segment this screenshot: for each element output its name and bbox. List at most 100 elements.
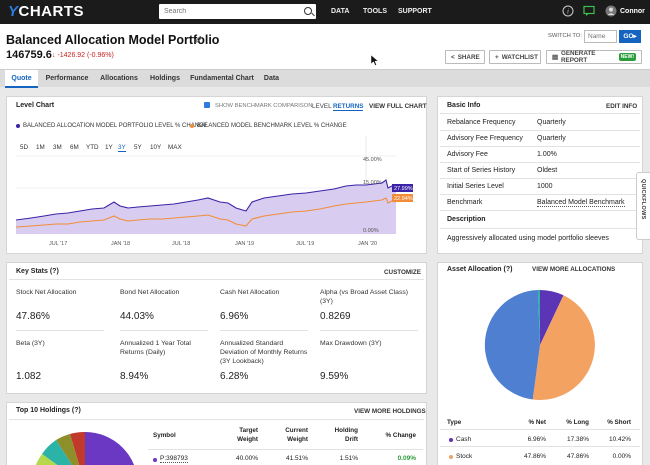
holdings-slice[interactable] <box>56 434 85 465</box>
search-box[interactable] <box>159 4 316 19</box>
edit-pencil-icon[interactable] <box>194 35 203 44</box>
holdings-slice[interactable] <box>42 440 85 465</box>
holding-legend-dot <box>153 458 157 462</box>
stat-value: 9.59% <box>320 371 349 382</box>
holdings-header-current: Current Weight <box>285 427 308 443</box>
tab-performance[interactable]: Performance <box>45 75 89 82</box>
info-label: Advisory Fee <box>447 151 488 158</box>
stat-label-link[interactable]: Alpha (vs Broad Asset Class) (3Y) <box>320 289 409 305</box>
holdings-header-target: Target Weight <box>237 427 258 443</box>
key-stats-panel <box>6 262 427 394</box>
holdings-slice[interactable] <box>85 432 138 465</box>
range-5y[interactable]: 5Y <box>134 144 142 151</box>
holding-change: 0.09% <box>397 455 416 462</box>
customize-link[interactable]: CUSTOMIZE <box>384 269 421 276</box>
alloc-row-long: 47.86% <box>566 453 589 460</box>
user-name[interactable]: Connor <box>620 8 645 15</box>
svg-text:i: i <box>567 8 569 16</box>
tab-quote[interactable]: Quote <box>5 70 38 88</box>
info-icon[interactable]: i <box>562 5 574 17</box>
switch-name-input[interactable] <box>584 30 617 43</box>
holding-drift: 1.51% <box>339 455 358 462</box>
alloc-row-short: 0.00% <box>612 453 631 460</box>
alloc-row-net: 47.86% <box>523 453 546 460</box>
x-label-jan19: JAN '19 <box>235 241 254 247</box>
stat-label: Max Drawdown (3Y) <box>320 340 382 347</box>
info-label: Initial Series Level <box>447 183 504 190</box>
nav-support[interactable]: SUPPORT <box>398 8 432 15</box>
stat-value: 47.86% <box>16 311 50 322</box>
stat-value: 44.03% <box>120 311 154 322</box>
range-3y[interactable]: 3Y <box>118 144 126 152</box>
x-label-jul18: JUL '18 <box>172 241 190 247</box>
portfolio-level: 146759.6 <box>6 49 52 61</box>
pie-slice-cash[interactable] <box>540 290 564 345</box>
holdings-slice[interactable] <box>34 454 85 465</box>
alloc-row-type: Stock <box>456 453 473 460</box>
alloc-header-long: % Long <box>566 419 589 426</box>
legend-dot <box>16 124 20 128</box>
returns-toggle[interactable]: RETURNS <box>333 103 364 111</box>
info-value: 1.00% <box>537 151 557 158</box>
nav-tools[interactable]: TOOLS <box>363 8 387 15</box>
share-button[interactable]: < SHARE <box>445 50 485 64</box>
range-max[interactable]: MAX <box>168 144 182 151</box>
tab-allocations[interactable]: Allocations <box>100 75 138 82</box>
stat-label: Cash Net Allocation <box>220 289 280 296</box>
benchmark-link[interactable]: Balanced Model Benchmark <box>537 199 625 207</box>
range-10y[interactable]: 10Y <box>150 144 162 151</box>
pie-slice-bond[interactable] <box>484 290 540 400</box>
portfolio-line <box>16 179 397 221</box>
top-nav-bar: YCHARTS DATA TOOLS SUPPORT i Connor <box>0 0 650 24</box>
tab-data[interactable]: Data <box>263 75 280 82</box>
pie-slice-other[interactable] <box>537 289 540 345</box>
pie-slice-stock[interactable] <box>532 295 595 400</box>
ycharts-logo[interactable]: YCHARTS <box>8 3 85 20</box>
go-button[interactable]: GO▸ <box>619 30 641 43</box>
info-value: 1000 <box>537 183 553 190</box>
holding-symbol-link[interactable]: P:398793 <box>160 455 188 463</box>
range-ytd[interactable]: YTD <box>86 144 99 151</box>
view-full-chart-link[interactable]: VIEW FULL CHART <box>369 103 427 110</box>
holding-target: 40.00% <box>235 455 258 462</box>
range-1m[interactable]: 1M <box>36 144 45 151</box>
stat-label: Annualized 1 Year Total Returns (Daily) <box>120 340 191 356</box>
description-text: Aggressively allocated using model portf… <box>447 235 609 242</box>
quickflows-tab[interactable]: QUICKFLOWS <box>636 172 650 240</box>
nav-data[interactable]: DATA <box>331 8 350 15</box>
alloc-row-type: Cash <box>456 436 472 443</box>
info-label: Rebalance Frequency <box>447 119 516 126</box>
stat-value: 0.8269 <box>320 311 351 322</box>
x-label-jul17: JUL '17 <box>49 241 67 247</box>
basic-info-panel <box>437 96 643 254</box>
benchmark-checkbox[interactable] <box>204 102 210 108</box>
level-toggle[interactable]: LEVEL <box>312 103 332 110</box>
search-input[interactable] <box>159 4 294 19</box>
info-value: Quarterly <box>537 119 566 126</box>
range-1y[interactable]: 1Y <box>105 144 113 151</box>
switch-to-label: SWITCH TO: <box>548 33 582 39</box>
holdings-header-change: % Change <box>385 432 416 439</box>
watchlist-button[interactable]: + WATCHLIST <box>489 50 541 64</box>
range-6m[interactable]: 6M <box>70 144 79 151</box>
tab-holdings[interactable]: Holdings <box>150 75 180 82</box>
alloc-header-net: % Net <box>528 419 547 426</box>
document-icon: ▤ <box>552 53 558 61</box>
chat-icon[interactable] <box>583 5 595 17</box>
top-holdings-title: Top 10 Holdings (?) <box>16 407 81 414</box>
view-more-allocations-link[interactable]: VIEW MORE ALLOCATIONS <box>532 266 616 273</box>
tab-fundamental-chart[interactable]: Fundamental Chart <box>190 75 254 82</box>
benchmark-toggle-label[interactable]: SHOW BENCHMARK COMPARISON <box>215 103 313 109</box>
holdings-slice[interactable] <box>70 431 85 465</box>
generate-report-button[interactable]: ▤ GENERATE REPORT NEW! <box>546 50 642 64</box>
search-icon[interactable] <box>304 7 312 15</box>
edit-info-link[interactable]: EDIT INFO <box>606 103 638 110</box>
user-avatar-icon[interactable] <box>605 5 617 17</box>
info-value: Quarterly <box>537 135 566 142</box>
range-3m[interactable]: 3M <box>53 144 62 151</box>
view-more-holdings-link[interactable]: VIEW MORE HOLDINGS <box>354 408 426 415</box>
range-5d[interactable]: 5D <box>20 144 29 151</box>
portfolio-header: Balanced Allocation Model Portfolio 1467… <box>0 24 650 69</box>
legend-benchmark: BALANCED MODEL BENCHMARK LEVEL % CHANGE <box>190 123 347 129</box>
share-icon: < <box>451 53 455 61</box>
